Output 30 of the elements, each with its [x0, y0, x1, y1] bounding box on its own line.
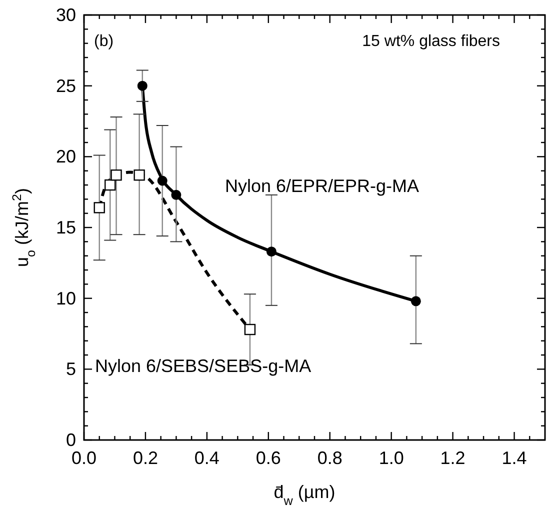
point: [410, 296, 421, 306]
x-axis-title: d̄$_{w}$ (µm): [274, 482, 336, 508]
point: [266, 246, 276, 257]
point: [157, 176, 168, 186]
point: [171, 190, 182, 200]
text: Nylon 6/SEBS/SEBS-g-MA: [95, 356, 312, 376]
annotation: 15 wt% glass fibers: [362, 33, 500, 50]
y-tick-label: 15: [56, 218, 76, 238]
x-tick-label: 0.4: [194, 448, 220, 468]
point: [134, 169, 145, 181]
point: [110, 169, 122, 181]
point: [244, 324, 256, 336]
y-tick-label: 10: [56, 288, 76, 308]
x-tick-label: 0.8: [317, 448, 342, 468]
x-tick-label: 0.6: [256, 448, 281, 468]
y-tick-label: 20: [56, 146, 76, 167]
x-tick-label: 1.0: [378, 448, 404, 468]
y-tick-label: 30: [56, 5, 76, 25]
y-tick-label: 0: [66, 430, 76, 450]
annotation: (b): [94, 33, 114, 50]
point: [104, 179, 116, 191]
x-tick-label: 0.0: [71, 448, 97, 468]
x-tick-label: 1.4: [502, 448, 527, 468]
x-tick-label: 0.2: [132, 448, 158, 468]
text: Nylon 6/EPR/EPR-g-MA: [225, 176, 420, 196]
point: [94, 202, 105, 214]
point: [137, 80, 148, 91]
y-tick-label: 5: [66, 359, 76, 380]
y-tick-label: 25: [56, 76, 76, 96]
x-tick-label: 1.2: [440, 448, 466, 468]
